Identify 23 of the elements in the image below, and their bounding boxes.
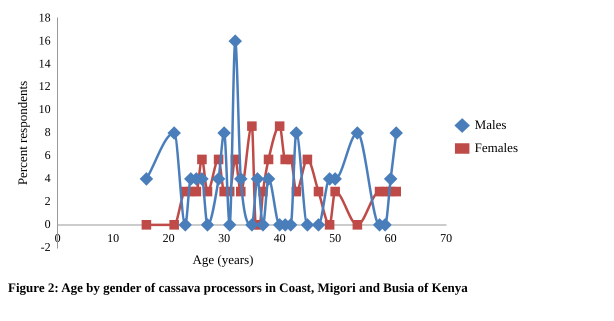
y-tick-label: 10 — [38, 102, 51, 116]
y-tick-label: 18 — [38, 10, 51, 24]
legend-label: Females — [474, 140, 518, 155]
y-tick-label: 16 — [38, 33, 51, 48]
x-tick-label: 50 — [329, 231, 342, 246]
y-tick-label: 4 — [44, 171, 51, 186]
y-axis-title: Percent respondents — [15, 80, 30, 186]
x-tick-label: 60 — [384, 231, 397, 246]
text: Figure 2: Age by gender of cassava processors in Coast, Migori and Busia of Kenya — [8, 280, 469, 296]
y-tick-label: 6 — [44, 148, 51, 162]
y-tick-label: 2 — [44, 194, 51, 208]
y-tick-label: -2 — [40, 240, 51, 254]
y-tick-label: 0 — [44, 216, 51, 231]
x-axis-title: Age (years) — [192, 252, 254, 268]
y-tick-label: 12 — [38, 79, 51, 94]
x-tick-label: 40 — [274, 231, 286, 246]
x-tick-label: 20 — [162, 231, 175, 246]
y-tick-label: 14 — [38, 56, 51, 70]
y-tick-label: 8 — [44, 125, 51, 140]
x-tick-label: 30 — [218, 231, 230, 246]
x-tick-label: 70 — [440, 231, 452, 246]
x-tick-label: 10 — [107, 231, 120, 246]
legend-label: Males — [474, 116, 506, 132]
